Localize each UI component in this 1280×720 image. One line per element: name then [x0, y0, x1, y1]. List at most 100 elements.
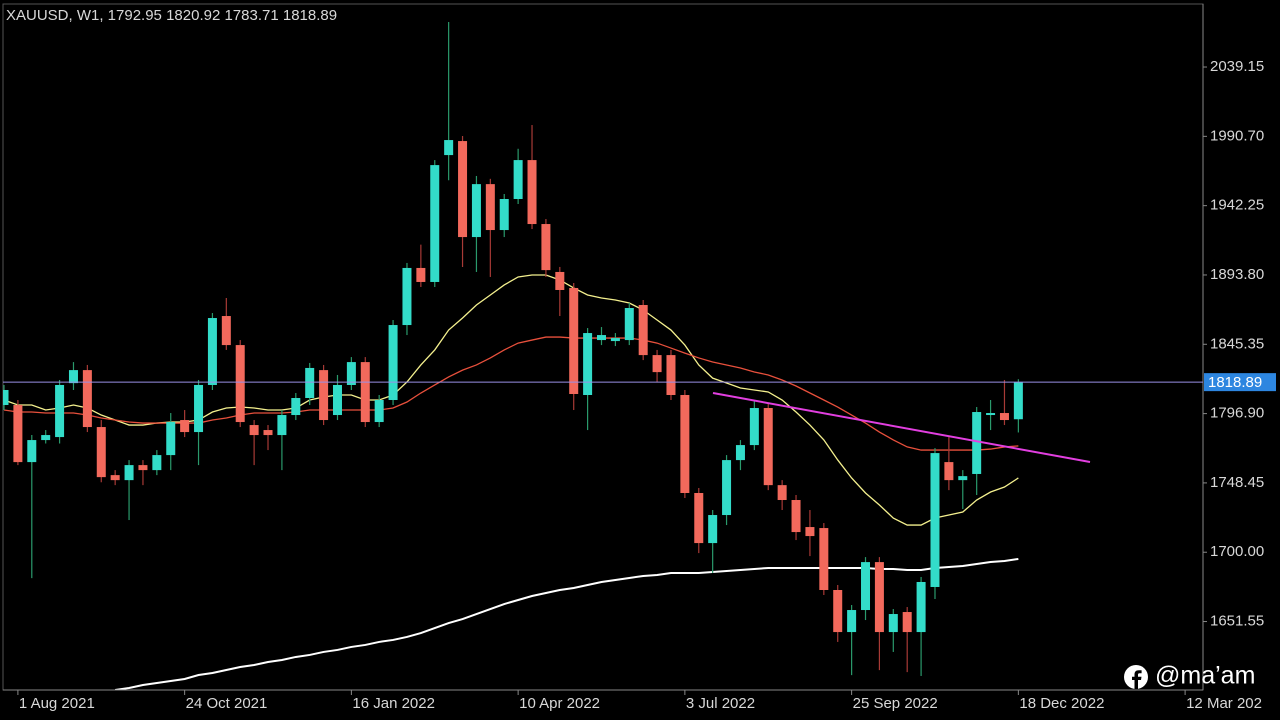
candle-body	[583, 333, 593, 395]
y-tick-label: 1796.90	[1210, 405, 1264, 422]
candle-body	[694, 492, 704, 544]
candle-body	[194, 384, 204, 433]
candle-body	[207, 318, 217, 385]
candle-body	[319, 370, 329, 421]
candle-body	[624, 308, 634, 341]
candle-body	[291, 398, 301, 416]
y-tick-label: 1942.25	[1210, 197, 1264, 214]
candle-body	[221, 316, 231, 346]
candle-body	[430, 165, 440, 282]
y-tick-label: 1748.45	[1210, 474, 1264, 491]
candle-body	[652, 355, 662, 373]
y-tick-label: 1845.35	[1210, 335, 1264, 352]
x-tick-label: 25 Sep 2022	[853, 695, 938, 712]
candle-body	[791, 500, 801, 533]
candle-body	[847, 610, 857, 633]
y-tick-label: 2039.15	[1210, 58, 1264, 75]
candle-body	[888, 614, 898, 633]
candle-body	[999, 413, 1009, 421]
chart-title: XAUUSD, W1, 1792.95 1820.92 1783.71 1818…	[6, 7, 337, 24]
candle-body	[471, 184, 481, 238]
candle-body	[916, 581, 926, 633]
candle-body	[638, 305, 648, 356]
candle-body	[930, 453, 940, 587]
candle-body	[96, 427, 106, 478]
candle-body	[666, 355, 676, 395]
candle-body	[986, 413, 996, 416]
y-tick-label: 1893.80	[1210, 266, 1264, 283]
candle-body	[13, 405, 23, 463]
candle-body	[360, 362, 370, 423]
candle-body	[902, 612, 912, 633]
candle-body	[874, 562, 884, 633]
candle-body	[972, 412, 982, 474]
candle-body	[555, 271, 565, 290]
candle-body	[777, 485, 787, 501]
x-tick-label: 10 Apr 2022	[519, 695, 600, 712]
candle-body	[485, 184, 495, 231]
candle-body	[110, 475, 120, 481]
candle-body	[597, 335, 606, 341]
price-label-box	[1204, 373, 1276, 392]
candle-body	[180, 420, 190, 433]
candle-body	[27, 440, 37, 463]
candle-body	[749, 408, 759, 446]
watermark: @ma’am	[1124, 662, 1255, 690]
candle-body	[402, 267, 412, 326]
candle-body	[833, 589, 843, 633]
y-tick-label: 1990.70	[1210, 127, 1264, 144]
candle-body	[805, 527, 815, 537]
candle-body	[55, 384, 65, 438]
candle-body	[444, 140, 454, 156]
candle-body	[513, 160, 523, 199]
x-tick-label: 18 Dec 2022	[1019, 695, 1104, 712]
candle-body	[527, 160, 537, 225]
candle-body	[763, 408, 773, 486]
candle-body	[569, 287, 579, 394]
candle-body	[458, 141, 468, 238]
candle-body	[277, 415, 287, 436]
candle-body	[235, 345, 245, 423]
candle-body	[263, 430, 273, 436]
candle-body	[332, 384, 342, 416]
candle-body	[152, 455, 162, 471]
candle-body	[388, 325, 398, 401]
candle-body	[541, 224, 551, 271]
candle-body	[499, 198, 509, 231]
candle-body	[1013, 382, 1023, 420]
y-tick-label: 1700.00	[1210, 543, 1264, 560]
candle-body	[68, 370, 78, 384]
price-label: 1818.89	[1208, 374, 1262, 391]
x-tick-label: 12 Mar 202	[1186, 695, 1262, 712]
watermark-text: @ma’am	[1155, 662, 1255, 690]
watermark-icon-glyph	[1131, 670, 1142, 689]
candle-body	[861, 562, 871, 611]
candle-body	[708, 515, 718, 544]
candle-body	[124, 465, 134, 481]
candle-body	[41, 435, 51, 441]
candle-body	[722, 460, 732, 516]
candle-body	[346, 362, 356, 385]
candle-body	[305, 367, 315, 399]
x-tick-label: 16 Jan 2022	[352, 695, 435, 712]
candle-body	[610, 338, 620, 342]
x-tick-label: 1 Aug 2021	[19, 695, 95, 712]
candle-body	[249, 425, 259, 436]
candle-body	[166, 422, 176, 456]
x-tick-label: 24 Oct 2021	[186, 695, 268, 712]
candle-body	[138, 465, 148, 471]
candle-body	[958, 476, 968, 481]
trendline	[712, 392, 1091, 463]
candle-body	[416, 267, 426, 282]
candle-body	[680, 394, 690, 493]
candle-body	[735, 445, 745, 461]
plot-area	[3, 22, 1023, 690]
candle-body	[3, 389, 9, 406]
candle-body	[944, 462, 954, 481]
y-tick-label: 1651.55	[1210, 613, 1264, 630]
candle-body	[374, 400, 384, 423]
candle-body	[819, 528, 829, 590]
x-tick-label: 3 Jul 2022	[686, 695, 755, 712]
